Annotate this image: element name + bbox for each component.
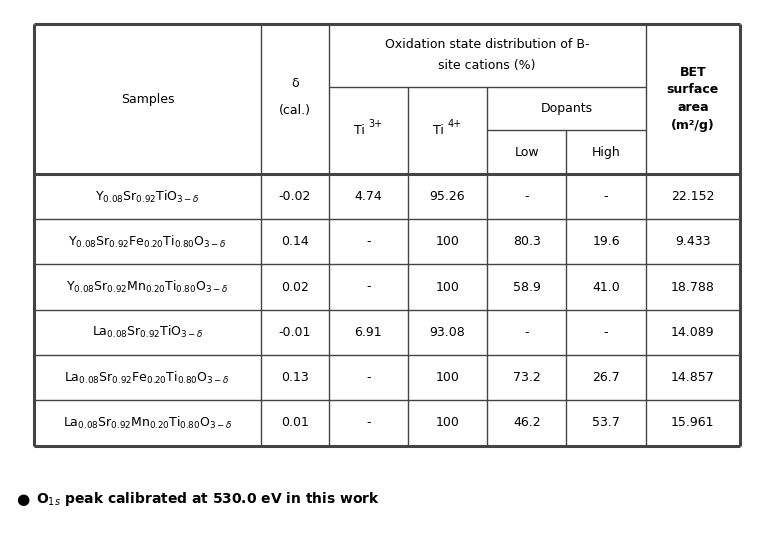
Text: 6.91: 6.91	[354, 326, 382, 339]
Text: δ: δ	[291, 77, 298, 90]
Text: 100: 100	[436, 235, 459, 248]
Text: 9.433: 9.433	[675, 235, 710, 248]
Text: Y$_{0.08}$Sr$_{0.92}$Mn$_{0.20}$Ti$_{0.80}$O$_{3-\delta}$: Y$_{0.08}$Sr$_{0.92}$Mn$_{0.20}$Ti$_{0.8…	[66, 279, 228, 295]
Text: 100: 100	[436, 416, 459, 429]
Text: 0.01: 0.01	[281, 416, 309, 429]
Text: Low: Low	[515, 146, 539, 159]
Text: O$_{1s}$ peak calibrated at 530.0 eV in this work: O$_{1s}$ peak calibrated at 530.0 eV in …	[36, 490, 380, 509]
Text: Ti: Ti	[433, 124, 444, 137]
Text: 4+: 4+	[448, 119, 462, 129]
Text: Dopants: Dopants	[540, 102, 593, 115]
Text: (m²/g): (m²/g)	[671, 119, 715, 132]
Text: 19.6: 19.6	[592, 235, 620, 248]
Text: 53.7: 53.7	[592, 416, 620, 429]
Text: 14.089: 14.089	[671, 326, 715, 339]
Text: 15.961: 15.961	[671, 416, 714, 429]
Text: Y$_{0.08}$Sr$_{0.92}$Fe$_{0.20}$Ti$_{0.80}$O$_{3-\delta}$: Y$_{0.08}$Sr$_{0.92}$Fe$_{0.20}$Ti$_{0.8…	[68, 234, 227, 250]
Text: 26.7: 26.7	[592, 371, 620, 384]
Text: 41.0: 41.0	[592, 280, 620, 294]
Text: area: area	[677, 101, 709, 114]
Text: -: -	[366, 235, 370, 248]
Text: 3+: 3+	[369, 119, 383, 129]
Text: -: -	[524, 190, 529, 203]
Text: -: -	[366, 416, 370, 429]
Text: 100: 100	[436, 280, 459, 294]
Text: 73.2: 73.2	[513, 371, 540, 384]
Text: 95.26: 95.26	[430, 190, 465, 203]
Text: Oxidation state distribution of B-: Oxidation state distribution of B-	[385, 38, 590, 51]
Text: La$_{0.08}$Sr$_{0.92}$Mn$_{0.20}$Ti$_{0.80}$O$_{3-\delta}$: La$_{0.08}$Sr$_{0.92}$Mn$_{0.20}$Ti$_{0.…	[62, 415, 232, 431]
Text: 93.08: 93.08	[430, 326, 465, 339]
Text: -: -	[603, 326, 608, 339]
Text: 0.02: 0.02	[281, 280, 309, 294]
Text: 0.13: 0.13	[281, 371, 308, 384]
Text: -: -	[366, 371, 370, 384]
Text: site cations (%): site cations (%)	[439, 59, 536, 72]
Text: 80.3: 80.3	[513, 235, 540, 248]
Text: 22.152: 22.152	[671, 190, 714, 203]
Text: High: High	[592, 146, 620, 159]
Text: (cal.): (cal.)	[279, 104, 310, 117]
Text: La$_{0.08}$Sr$_{0.92}$TiO$_{3-\delta}$: La$_{0.08}$Sr$_{0.92}$TiO$_{3-\delta}$	[92, 324, 203, 340]
Text: 4.74: 4.74	[354, 190, 382, 203]
Text: surface: surface	[666, 83, 719, 96]
Text: 18.788: 18.788	[671, 280, 715, 294]
Text: La$_{0.08}$Sr$_{0.92}$Fe$_{0.20}$Ti$_{0.80}$O$_{3-\delta}$: La$_{0.08}$Sr$_{0.92}$Fe$_{0.20}$Ti$_{0.…	[65, 369, 230, 386]
Text: Y$_{0.08}$Sr$_{0.92}$TiO$_{3-\delta}$: Y$_{0.08}$Sr$_{0.92}$TiO$_{3-\delta}$	[95, 188, 200, 205]
Text: -: -	[524, 326, 529, 339]
Text: BET: BET	[679, 65, 706, 78]
Text: -0.02: -0.02	[279, 190, 310, 203]
Text: -: -	[366, 280, 370, 294]
Text: 14.857: 14.857	[671, 371, 715, 384]
Text: -0.01: -0.01	[279, 326, 310, 339]
Text: -: -	[603, 190, 608, 203]
Text: 0.14: 0.14	[281, 235, 308, 248]
Text: ●: ●	[16, 492, 30, 507]
Text: 58.9: 58.9	[513, 280, 540, 294]
Text: 100: 100	[436, 371, 459, 384]
Text: 46.2: 46.2	[513, 416, 540, 429]
Text: Ti: Ti	[354, 124, 364, 137]
Text: Samples: Samples	[121, 92, 174, 105]
